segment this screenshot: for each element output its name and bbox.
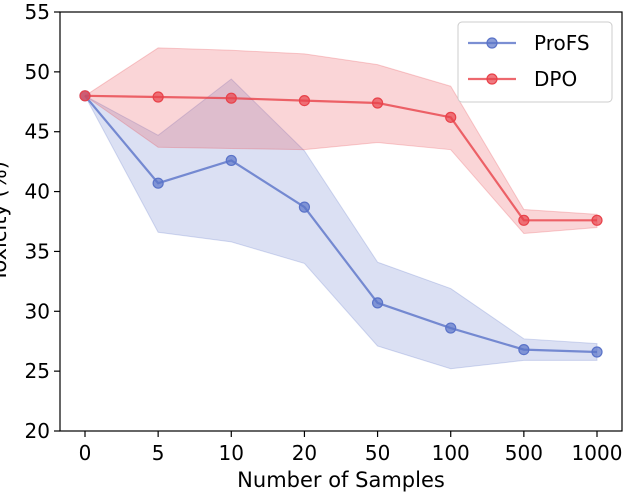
- point-profs-500: [518, 343, 530, 356]
- legend-marker-dpo: [486, 73, 498, 85]
- point-profs-1000: [591, 346, 603, 358]
- point-profs-100: [445, 322, 457, 334]
- plot-lines: [84, 94, 598, 354]
- y-axis: 20 25 30 35 40 45 50 55: [25, 0, 60, 443]
- plot-frame: [59, 11, 623, 432]
- x-axis-title: Number of Samples: [237, 468, 445, 492]
- line-profs: [84, 95, 598, 354]
- legend-label-dpo: DPO: [534, 67, 577, 91]
- point-dpo-500: [518, 214, 530, 226]
- y-tick-label: 50: [25, 60, 50, 84]
- legend-marker-profs: [486, 37, 498, 49]
- point-dpo-20: [298, 94, 311, 107]
- plot-points: [79, 90, 603, 358]
- legend-label-profs: ProFS: [534, 31, 590, 55]
- x-tick-label: 10: [219, 441, 244, 465]
- y-tick-label: 30: [25, 299, 50, 323]
- point-profs-10: [225, 154, 237, 167]
- point-dpo-100: [445, 111, 457, 123]
- legend: ProFS DPO: [457, 21, 613, 103]
- point-dpo-10: [225, 92, 237, 104]
- point-profs-5: [152, 177, 164, 189]
- x-tick-label: 1000: [572, 441, 623, 465]
- x-tick-label: 20: [292, 441, 317, 465]
- y-tick-label: 55: [25, 0, 50, 24]
- point-dpo-50: [371, 97, 384, 109]
- x-tick-label: 100: [432, 441, 470, 465]
- point-dpo-5: [152, 91, 164, 103]
- x-tick-label: 0: [79, 441, 92, 465]
- point-dpo-1000: [591, 214, 603, 226]
- y-tick-label: 45: [25, 120, 50, 144]
- point-dpo-0: [79, 90, 91, 102]
- y-tick-label: 25: [25, 359, 50, 383]
- x-axis: 0 5 10 20 50 100 500 1000: [79, 431, 623, 465]
- x-tick-label: 50: [365, 441, 390, 465]
- x-tick-label: 500: [505, 441, 543, 465]
- y-tick-label: 35: [25, 239, 50, 263]
- line-dpo: [84, 94, 597, 222]
- point-profs-20: [298, 201, 311, 213]
- y-tick-label: 40: [25, 180, 50, 204]
- point-profs-50: [371, 297, 384, 309]
- y-tick-label: 20: [25, 419, 50, 443]
- x-tick-label: 5: [152, 441, 165, 465]
- y-axis-title: Toxicity (%): [0, 161, 11, 283]
